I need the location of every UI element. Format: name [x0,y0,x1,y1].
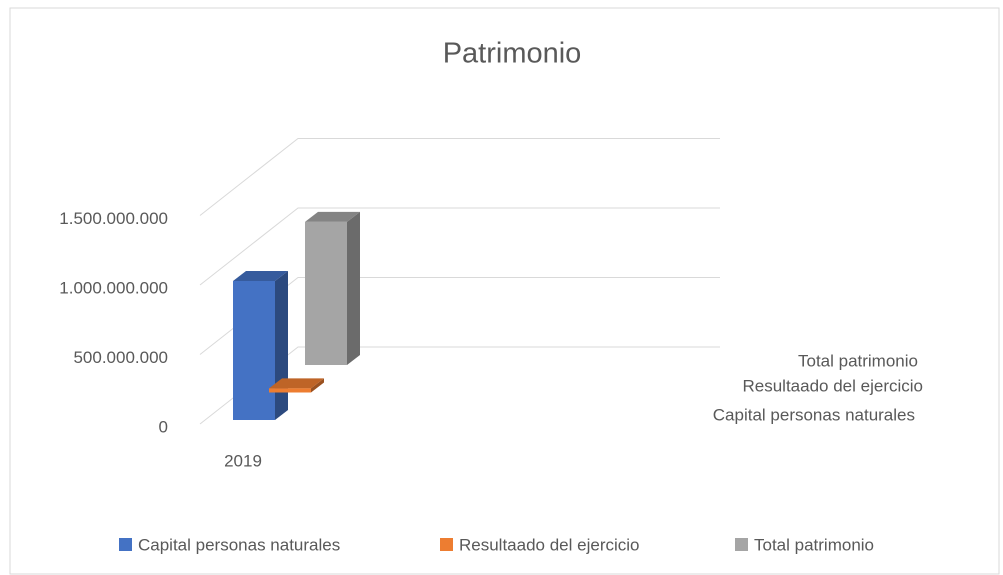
legend-label: Resultaado del ejercicio [459,535,640,554]
y-tick-label: 500.000.000 [73,348,168,367]
grid-line [199,277,720,355]
depth-label: Resultaado del ejercicio [743,376,924,395]
bar-top [305,211,360,222]
bar-top [269,378,324,389]
legend-swatch [119,538,132,551]
legend-label: Total patrimonio [754,535,874,554]
bar [233,281,275,420]
bar-side [275,271,288,420]
legend-label: Capital personas naturales [138,535,340,554]
x-tick-label: 2019 [224,451,262,470]
bar-top [233,271,288,281]
bar-side [311,378,324,393]
grid-line [199,346,720,425]
depth-label: Total patrimonio [798,351,918,370]
chart-title: Patrimonio [443,38,582,70]
bar [305,221,347,365]
grid-line [199,207,720,286]
bar-side [347,211,360,365]
legend-swatch [735,538,748,551]
y-tick-label: 0 [159,417,168,436]
chart-border [9,7,1000,575]
depth-label: Capital personas naturales [713,405,915,424]
y-tick-label: 1.000.000.000 [59,278,168,297]
y-tick-label: 1.500.000.000 [59,209,168,228]
grid-line [199,138,720,216]
legend-swatch [440,538,453,551]
bar [269,388,311,393]
